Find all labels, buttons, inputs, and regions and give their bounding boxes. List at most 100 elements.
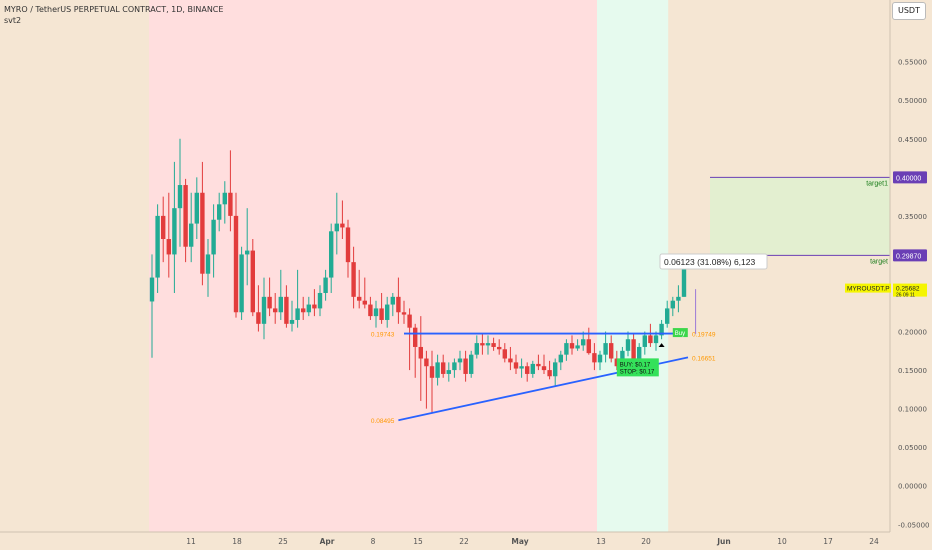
chart-title: MYRO / TetherUS PERPETUAL CONTRACT, 1D, …	[4, 5, 224, 14]
y-tick-label: 0.10000	[898, 406, 927, 414]
x-tick-label: 8	[371, 537, 376, 546]
resistance-start-label: 0.19743	[371, 332, 395, 339]
candle-body	[513, 362, 519, 369]
x-tick-label: 10	[777, 537, 787, 546]
x-tick-label: 17	[823, 537, 833, 546]
candle-body	[289, 319, 295, 324]
candle-body	[485, 343, 491, 346]
x-tick-label: 25	[278, 537, 288, 546]
target2-axis-tag: 0.29870	[896, 253, 921, 260]
candle-body	[452, 362, 457, 371]
candle-body	[530, 363, 535, 374]
currency-button[interactable]: USDT	[892, 2, 926, 20]
support-end-label: 0.16651	[692, 355, 716, 362]
candle-body	[413, 327, 418, 347]
y-tick-label: 0.20000	[898, 329, 927, 337]
candle-body	[166, 239, 171, 255]
price-tag: 0.25682	[896, 286, 920, 293]
candle-body	[609, 343, 614, 359]
target-zone	[710, 177, 890, 256]
candle-body	[407, 314, 412, 328]
measure-label: 0.06123 (31.08%) 6,123	[664, 257, 755, 267]
x-tick-label: 11	[186, 537, 196, 546]
price-tag-sub: 26 09 11	[896, 293, 915, 299]
candle-body	[670, 300, 675, 309]
candle-body	[233, 215, 239, 313]
x-tick-label: Apr	[320, 537, 335, 546]
candle-body	[659, 323, 664, 336]
buy-tag-bg	[672, 328, 688, 338]
candle-body	[155, 215, 160, 278]
candle-body	[502, 349, 507, 359]
candle-body	[379, 308, 384, 320]
x-tick-label: Jun	[716, 537, 730, 546]
candle-body	[418, 346, 423, 359]
candle-body	[357, 296, 362, 301]
candle-body	[306, 304, 311, 313]
x-tick-label: 15	[413, 537, 423, 546]
candle-body	[368, 304, 373, 317]
candle-body	[340, 223, 345, 228]
candle-body	[637, 346, 642, 359]
candle-body	[463, 358, 468, 374]
candle-body	[301, 308, 306, 313]
candle-body	[625, 339, 631, 351]
candle-body	[161, 215, 166, 240]
candle-body	[525, 366, 530, 374]
candle-body	[575, 345, 580, 349]
candle-body	[603, 343, 608, 355]
candle-body	[424, 358, 429, 367]
candle-body	[250, 250, 255, 313]
candle-body	[429, 366, 435, 378]
x-tick-label: 24	[869, 537, 879, 546]
y-tick-label: 0.50000	[898, 97, 927, 105]
candle-body	[345, 227, 351, 263]
candle-body	[642, 335, 647, 347]
candle-body	[317, 292, 323, 309]
measure-box	[659, 253, 768, 270]
x-tick-label: May	[511, 537, 528, 546]
candle-body	[239, 254, 244, 313]
stop-label: STOP: $0.17	[620, 369, 655, 375]
candle-body	[508, 358, 513, 363]
x-tick-label: 20	[641, 537, 651, 546]
candle-body	[480, 343, 485, 346]
candle-body	[194, 192, 199, 224]
candle-body	[564, 343, 569, 355]
candle-body	[177, 185, 183, 209]
candle-body	[222, 192, 227, 205]
candle-body	[351, 262, 356, 297]
candle-body	[491, 343, 496, 347]
target1-axis-tag: 0.40000	[896, 175, 921, 182]
candle-body	[323, 277, 328, 293]
candle-body	[211, 219, 216, 255]
buy-label: BUY: $0.17	[620, 362, 651, 368]
candle-body	[497, 346, 502, 350]
pair-name-tag-bg	[845, 283, 891, 293]
resistance-end-label: 0.19749	[692, 332, 716, 339]
candle-body	[295, 308, 300, 320]
candle-body	[284, 296, 289, 324]
pair-name-tag: MYROUSDT.P	[847, 286, 890, 293]
up-arrow-marker	[658, 343, 665, 347]
candle-body	[267, 296, 272, 309]
candle-body	[183, 185, 188, 247]
candle-body	[362, 300, 367, 305]
candle-body	[273, 308, 278, 313]
y-tick-label: 0.05000	[898, 444, 927, 452]
candle-body	[457, 358, 463, 363]
candle-body	[396, 296, 401, 313]
candle-body	[569, 343, 575, 349]
candle-body	[278, 296, 283, 313]
target2-axis-tag-bg	[893, 249, 927, 262]
candle-body	[200, 192, 205, 274]
y-tick-label: 0.00000	[898, 483, 927, 491]
candle-body	[329, 231, 334, 278]
candle-body	[149, 277, 155, 302]
y-tick-label: 0.15000	[898, 367, 927, 375]
candle-body	[581, 339, 586, 346]
target2-label: target	[870, 258, 888, 265]
buy-stop-box	[616, 358, 659, 377]
